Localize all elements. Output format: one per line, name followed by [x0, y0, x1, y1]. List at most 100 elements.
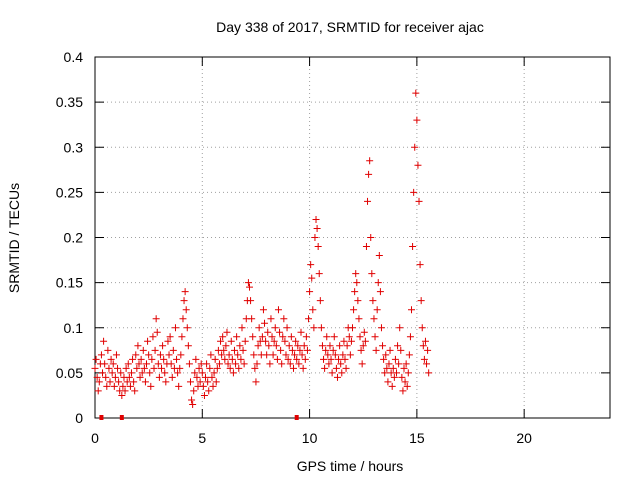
data-point — [240, 360, 248, 368]
data-point — [342, 364, 350, 372]
data-point — [303, 346, 311, 354]
data-point — [335, 355, 343, 363]
data-point — [374, 279, 382, 287]
data-point — [355, 315, 363, 323]
data-point — [140, 364, 148, 372]
data-point — [388, 382, 396, 390]
y-tick-label: 0 — [75, 410, 83, 426]
data-point — [223, 328, 231, 336]
data-point — [258, 333, 266, 341]
data-point — [349, 324, 356, 332]
data-point — [91, 364, 99, 372]
data-point — [294, 342, 302, 350]
data-point — [138, 369, 146, 377]
data-point — [198, 369, 206, 377]
data-point — [265, 342, 273, 350]
data-point — [322, 346, 330, 354]
data-point — [403, 382, 411, 390]
data-point — [150, 364, 158, 372]
data-point — [211, 355, 219, 363]
data-point — [360, 328, 368, 336]
data-point — [230, 346, 238, 354]
data-point — [165, 351, 173, 359]
data-point — [267, 315, 275, 323]
data-point — [405, 351, 413, 359]
data-point — [220, 346, 228, 354]
data-point — [103, 382, 111, 390]
data-point — [421, 337, 429, 345]
data-point — [415, 197, 423, 205]
data-point — [111, 373, 119, 381]
data-point — [179, 315, 187, 323]
data-point — [326, 342, 334, 350]
data-point — [351, 288, 359, 296]
data-point — [219, 333, 227, 341]
y-tick-label: 0.2 — [64, 230, 84, 246]
data-point — [346, 351, 354, 359]
data-point — [171, 324, 179, 332]
data-point — [277, 346, 285, 354]
data-point — [310, 324, 318, 332]
data-point — [382, 351, 390, 359]
data-point — [239, 346, 247, 354]
data-point — [121, 387, 129, 395]
data-point — [105, 364, 113, 372]
y-tick-label: 0.15 — [56, 275, 83, 291]
data-point — [204, 378, 212, 386]
data-point — [264, 328, 272, 336]
data-point — [112, 351, 120, 359]
data-point — [134, 342, 142, 350]
data-point — [127, 369, 135, 377]
x-tick-label: 20 — [516, 430, 532, 446]
data-point — [299, 364, 307, 372]
data-point — [131, 387, 139, 395]
data-point — [285, 342, 293, 350]
data-point — [149, 333, 157, 341]
data-point — [293, 355, 301, 363]
data-point — [357, 346, 365, 354]
data-point — [341, 355, 349, 363]
data-point — [314, 243, 322, 251]
data-point — [108, 369, 116, 377]
zero-marker — [119, 415, 124, 420]
data-point — [241, 337, 249, 345]
y-axis: 0 0.05 0.1 0.15 0.2 0.25 0.3 0.35 0.4 — [56, 49, 610, 426]
data-point — [308, 274, 316, 282]
data-point — [414, 161, 422, 169]
data-point — [311, 234, 319, 241]
data-point — [210, 369, 218, 377]
data-point — [397, 346, 405, 354]
y-tick-label: 0.35 — [56, 94, 83, 110]
data-point — [124, 360, 132, 368]
chart-title: Day 338 of 2017, SRMTID for receiver aja… — [216, 19, 484, 35]
data-point — [353, 279, 361, 287]
y-tick-label: 0.3 — [64, 139, 84, 155]
data-point — [419, 342, 427, 350]
data-point — [278, 360, 286, 368]
data-point — [235, 364, 243, 372]
data-point — [413, 116, 421, 124]
data-point — [390, 373, 398, 381]
data-point — [122, 364, 130, 372]
data-point — [181, 288, 189, 296]
data-point — [212, 378, 220, 386]
data-point — [158, 364, 166, 372]
data-point — [228, 355, 236, 363]
data-point — [190, 387, 198, 395]
data-point — [117, 369, 125, 377]
data-point — [183, 324, 191, 332]
data-point — [213, 364, 221, 372]
data-point — [109, 360, 117, 368]
data-point — [288, 346, 296, 354]
data-point — [101, 360, 109, 368]
data-point — [147, 382, 155, 390]
data-point — [402, 360, 410, 368]
data-point — [207, 351, 215, 359]
data-point — [130, 378, 138, 386]
data-point — [281, 337, 289, 345]
data-point — [205, 387, 213, 395]
data-point — [273, 355, 281, 363]
data-point — [160, 355, 168, 363]
data-point — [119, 382, 127, 390]
data-point — [193, 373, 201, 381]
